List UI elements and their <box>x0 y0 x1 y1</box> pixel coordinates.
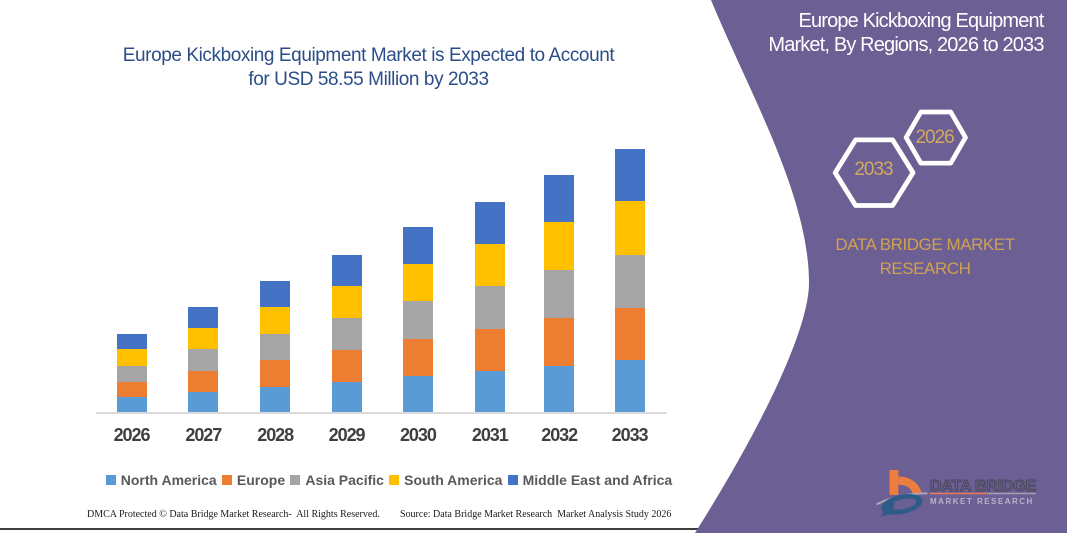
svg-text:DATA BRIDGE: DATA BRIDGE <box>930 478 1036 495</box>
svg-text:MARKET RESEARCH: MARKET RESEARCH <box>930 497 1034 506</box>
